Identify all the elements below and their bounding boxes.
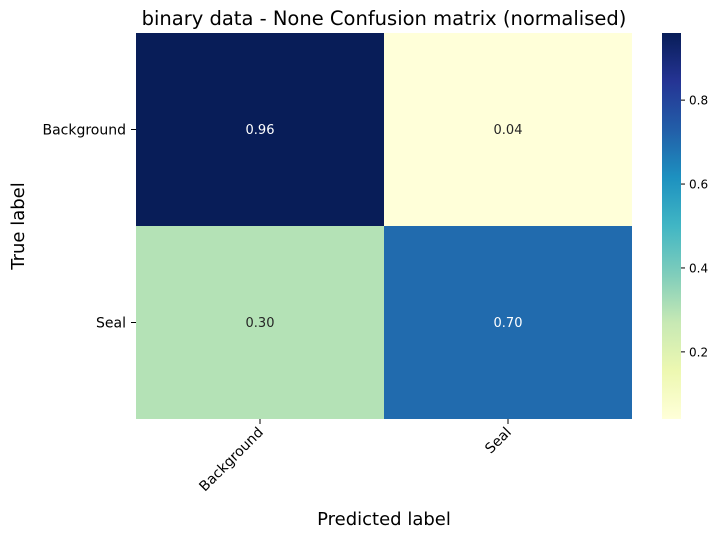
x-tick-label: Seal — [482, 425, 515, 458]
heatmap-cells — [136, 33, 632, 419]
heatmap-cell — [384, 226, 632, 419]
x-axis-label: Predicted label — [317, 509, 451, 530]
x-axis: Background Seal — [196, 419, 515, 495]
heatmap-cell-labels: 0.96 0.04 0.30 0.70 — [246, 123, 523, 331]
heatmap-cell — [384, 33, 632, 226]
colorbar-tick-label: 0.8 — [689, 94, 708, 108]
y-tick-label: Background — [42, 123, 126, 139]
colorbar: 0.2 0.4 0.6 0.8 — [662, 33, 708, 419]
heatmap-cell — [136, 226, 384, 419]
colorbar-tick-label: 0.2 — [689, 345, 708, 359]
y-tick-label: Seal — [96, 316, 126, 332]
heatmap-cell-label: 0.30 — [246, 316, 275, 331]
heatmap-cell-label: 0.70 — [494, 316, 523, 331]
heatmap-cell — [136, 33, 384, 226]
chart-title: binary data - None Confusion matrix (nor… — [142, 7, 627, 30]
colorbar-tick-label: 0.6 — [689, 178, 708, 192]
colorbar-ticks: 0.2 0.4 0.6 0.8 — [681, 94, 708, 359]
heatmap-cell-label: 0.04 — [494, 123, 523, 138]
x-tick-label: Background — [196, 425, 266, 495]
y-axis-label: True label — [8, 182, 29, 271]
colorbar-gradient — [662, 33, 681, 419]
heatmap-cell-label: 0.96 — [246, 123, 275, 138]
y-axis: Background Seal — [42, 123, 136, 332]
colorbar-tick-label: 0.4 — [689, 261, 708, 275]
